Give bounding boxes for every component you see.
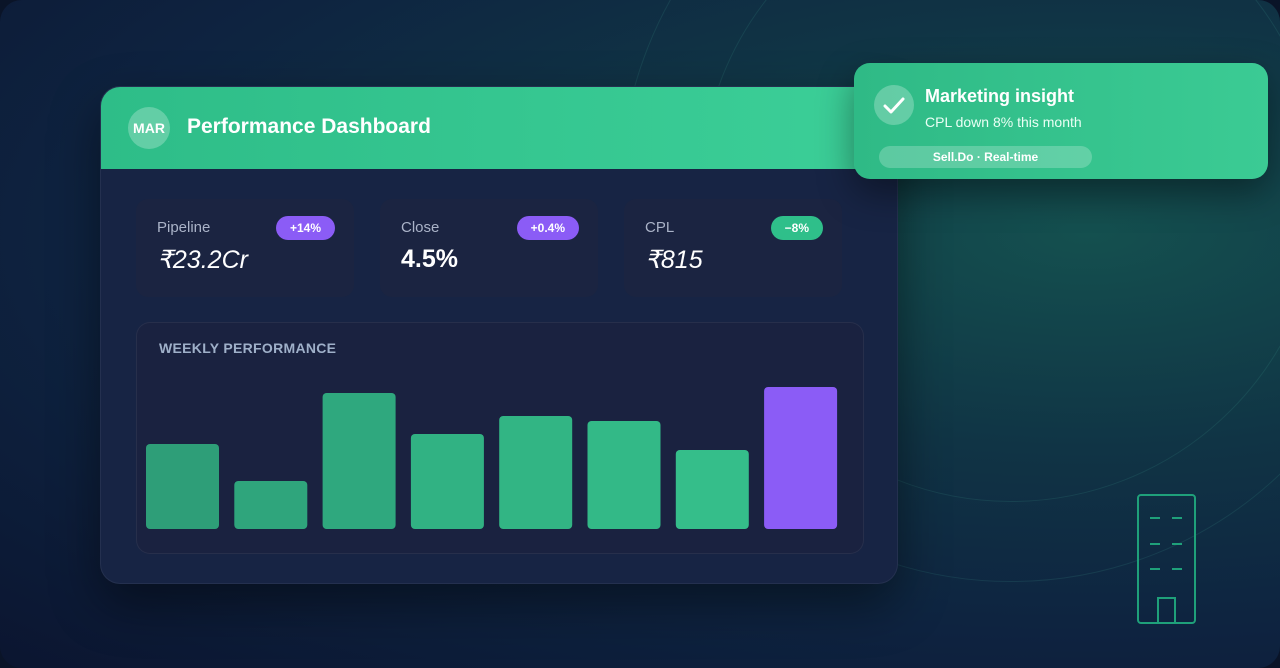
- check-icon: [874, 85, 914, 125]
- kpi-value: 4.5%: [401, 245, 458, 273]
- kpi-value: ₹23.2Cr: [157, 246, 248, 274]
- bar: [146, 444, 219, 529]
- dashboard-title: Performance Dashboard: [187, 115, 431, 138]
- bar: [675, 450, 749, 529]
- avatar: MAR: [128, 107, 170, 149]
- kpi-card: Pipeline ₹23.2Cr +14%: [136, 199, 354, 297]
- bar: [764, 387, 838, 529]
- kpi-value: ₹815: [645, 246, 703, 274]
- building-icon: [1137, 494, 1196, 624]
- bar: [322, 393, 396, 529]
- toast-text: CPL down 8% this month: [925, 114, 1082, 130]
- bar: [234, 481, 308, 529]
- kpi-badge: +14%: [275, 216, 335, 240]
- chart-title: WEEKLY PERFORMANCE: [159, 340, 337, 356]
- kpi-badge: −8%: [770, 216, 823, 240]
- kpi-label: Pipeline: [157, 219, 211, 236]
- card-header: MAR Performance Dashboard: [101, 87, 897, 169]
- kpi-card: Close 4.5% +0.4%: [380, 199, 598, 297]
- bar: [499, 416, 573, 529]
- toast-tag: Sell.Do · Real-time: [879, 146, 1092, 168]
- kpi-card: CPL ₹815 −8%: [624, 199, 842, 297]
- kpi-label: Close: [401, 219, 440, 236]
- bar: [410, 434, 484, 529]
- kpi-label: CPL: [645, 219, 675, 236]
- toast: Marketing insight CPL down 8% this month…: [854, 63, 1268, 179]
- toast-title: Marketing insight: [925, 86, 1075, 106]
- kpi-badge: +0.4%: [516, 216, 579, 240]
- bar: [587, 421, 661, 529]
